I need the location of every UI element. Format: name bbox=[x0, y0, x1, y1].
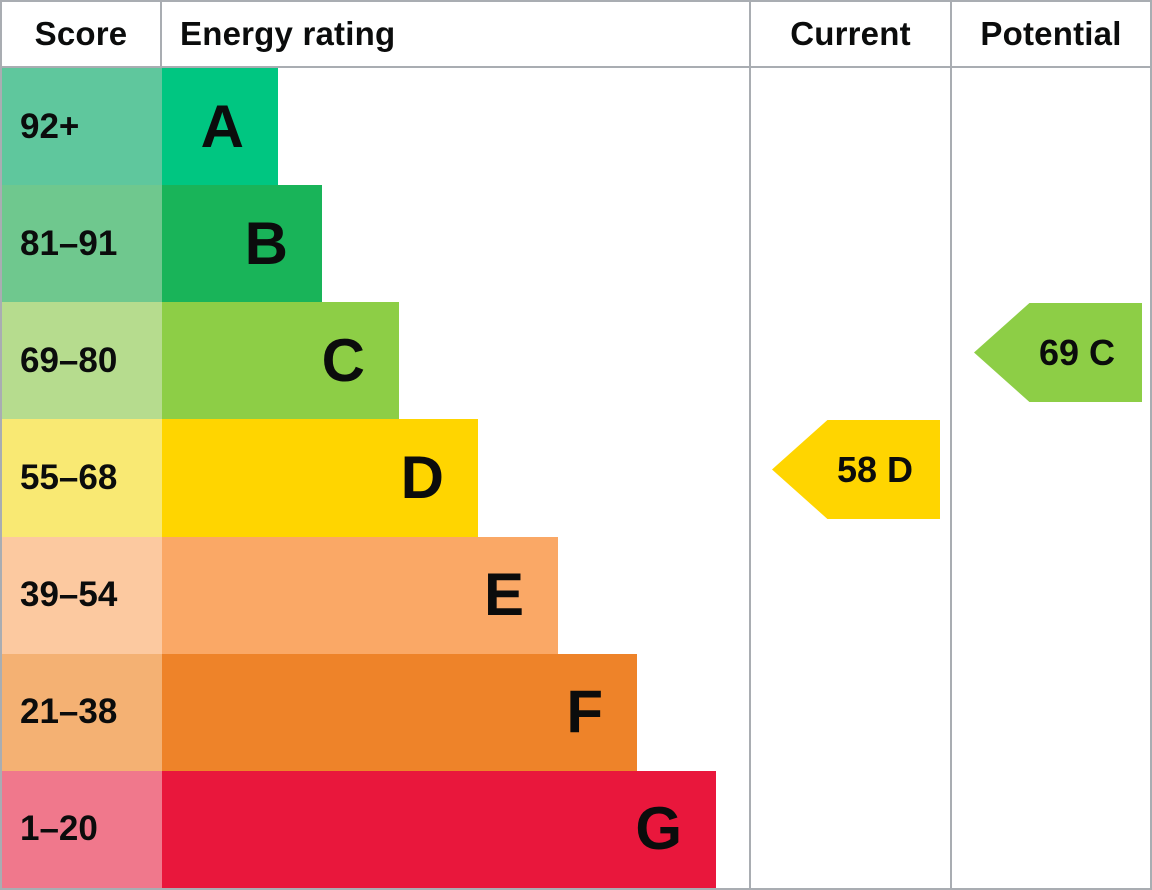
current-column-divider bbox=[749, 2, 751, 888]
rating-band-letter: A bbox=[200, 92, 244, 160]
current-rating-label: 58 D bbox=[836, 448, 914, 490]
rating-band-row: 92+ A bbox=[2, 68, 749, 186]
score-range-cell: 21–38 bbox=[2, 653, 162, 771]
rating-band-bar: A bbox=[162, 68, 278, 186]
potential-rating-arrow: 69 C bbox=[974, 303, 1142, 402]
header-energy-rating: Energy rating bbox=[180, 15, 396, 52]
score-range-cell: 55–68 bbox=[2, 419, 162, 537]
rating-band-letter: C bbox=[321, 326, 365, 394]
current-rating-arrow: 58 D bbox=[772, 420, 940, 519]
rating-band-bar: F bbox=[162, 653, 637, 771]
score-column-divider bbox=[160, 2, 162, 68]
rating-band-row: 55–68 D bbox=[2, 419, 749, 537]
rating-band-row: 69–80 C bbox=[2, 302, 749, 420]
rating-band-letter: E bbox=[483, 561, 524, 629]
rating-band-bar: G bbox=[162, 770, 716, 888]
score-range-cell: 69–80 bbox=[2, 302, 162, 420]
rating-band-letter: D bbox=[400, 443, 444, 511]
header-underline bbox=[2, 66, 1150, 68]
score-range-cell: 81–91 bbox=[2, 185, 162, 303]
rating-band-letter: B bbox=[244, 209, 288, 277]
score-range-cell: 1–20 bbox=[2, 770, 162, 888]
score-range-cell: 92+ bbox=[2, 68, 162, 186]
header-current: Current bbox=[790, 15, 911, 52]
rating-band-row: 1–20 G bbox=[2, 770, 749, 888]
header-potential: Potential bbox=[980, 15, 1122, 52]
rating-band-row: 39–54 E bbox=[2, 536, 749, 654]
potential-column-divider bbox=[950, 2, 952, 888]
rating-band-bar: D bbox=[162, 419, 478, 537]
rating-band-bar: E bbox=[162, 536, 558, 654]
rating-band-letter: G bbox=[635, 795, 682, 863]
rating-band-bar: B bbox=[162, 185, 322, 303]
score-range-cell: 39–54 bbox=[2, 536, 162, 654]
header-score: Score bbox=[34, 15, 128, 52]
rating-band-row: 21–38 F bbox=[2, 653, 749, 771]
potential-rating-label: 69 C bbox=[1038, 331, 1116, 373]
rating-band-letter: F bbox=[566, 678, 603, 746]
rating-bands: 92+ A 81–91 B 69–80 C 55–68 D 39–54 E 21… bbox=[2, 68, 749, 888]
rating-band-row: 81–91 B bbox=[2, 185, 749, 303]
rating-band-bar: C bbox=[162, 302, 399, 420]
